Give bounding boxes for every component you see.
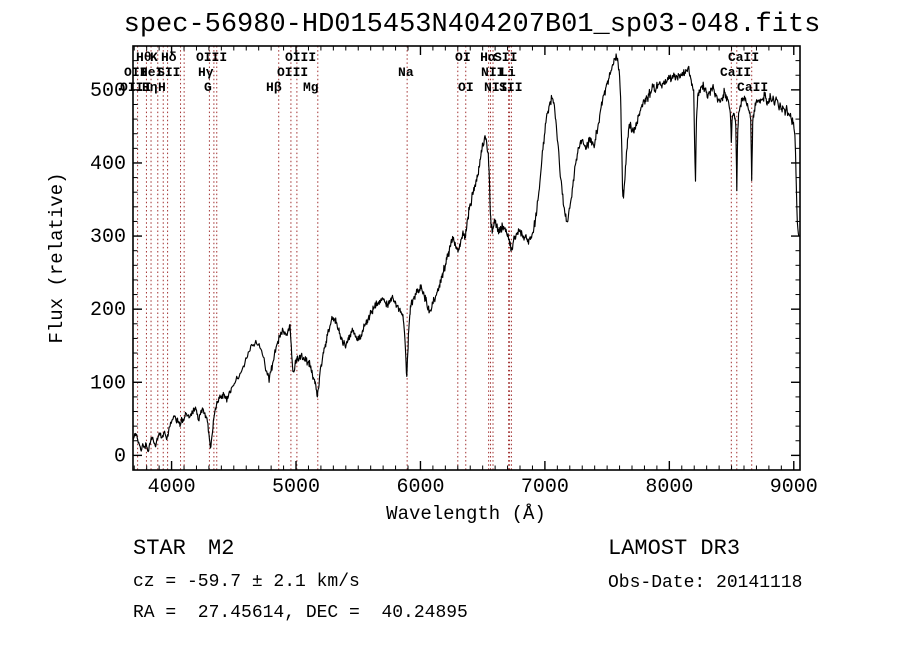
line-label: CaII (728, 50, 759, 65)
axis-tick-labels: 4000 5000 6000 7000 8000 9000 0 100 200 300 400 500 (90, 80, 818, 499)
class-label: STAR (133, 536, 186, 561)
line-label: OII (124, 65, 147, 80)
cz-value: cz = -59.7 ± 2.1 km/s (133, 572, 360, 592)
line-label: OIII (120, 80, 151, 95)
line-label: OI (455, 50, 471, 65)
line-label: OIII (277, 65, 308, 80)
spectral-line-markers (137, 46, 753, 470)
x-tick-label: 6000 (396, 476, 444, 499)
x-tick-label: 8000 (645, 476, 693, 499)
x-tick-label: 4000 (148, 476, 196, 499)
survey-label: LAMOST DR3 (608, 536, 741, 561)
y-tick-label: 400 (90, 153, 126, 176)
line-label: G (204, 80, 212, 95)
line-label: Hα (480, 50, 496, 65)
subclass-label: M2 (208, 536, 235, 561)
line-label: CaII (720, 65, 751, 80)
ra-dec-value: RA = 27.45614, DEC = 40.24895 (133, 603, 468, 623)
line-label: SII (157, 65, 180, 80)
line-label: K (150, 50, 158, 65)
line-label: Na (398, 65, 414, 80)
line-label: NII (484, 80, 507, 95)
x-tick-label: 7000 (521, 476, 569, 499)
line-label: Mg (303, 80, 319, 95)
line-label: Hγ (198, 65, 214, 80)
line-label: HeI (140, 65, 163, 80)
y-tick-label: 500 (90, 80, 126, 103)
y-tick-label: 200 (90, 299, 126, 322)
line-label: OIII (196, 50, 227, 65)
line-label: Hδ (161, 50, 177, 65)
x-tick-label: 5000 (272, 476, 320, 499)
line-label: Hθ (136, 50, 152, 65)
line-label: Hη (142, 80, 158, 95)
axis-ticks (133, 45, 800, 471)
plot-frame (132, 45, 801, 471)
line-label: SII (494, 50, 517, 65)
y-axis-label: Flux (relative) (46, 172, 68, 343)
line-label: SII (499, 80, 522, 95)
plot-border (132, 45, 801, 471)
spectrum-series (132, 53, 800, 453)
line-label: NII (481, 65, 504, 80)
obs-date: Obs-Date: 20141118 (608, 573, 803, 593)
y-tick-label: 300 (90, 226, 126, 249)
line-label: OIII (285, 50, 316, 65)
y-tick-label: 0 (114, 445, 126, 468)
x-axis-label: Wavelength (Å) (386, 503, 546, 525)
line-label: Hβ (266, 80, 282, 95)
y-tick-label: 100 (90, 372, 126, 395)
line-label: H (158, 80, 166, 95)
spectrum-line (132, 53, 800, 453)
line-label: CaII (737, 80, 768, 95)
page-title: spec-56980-HD015453N404207B01_sp03-048.f… (123, 10, 821, 40)
x-tick-label: 9000 (770, 476, 818, 499)
line-label: OI (458, 80, 474, 95)
line-label: Li (500, 65, 516, 80)
